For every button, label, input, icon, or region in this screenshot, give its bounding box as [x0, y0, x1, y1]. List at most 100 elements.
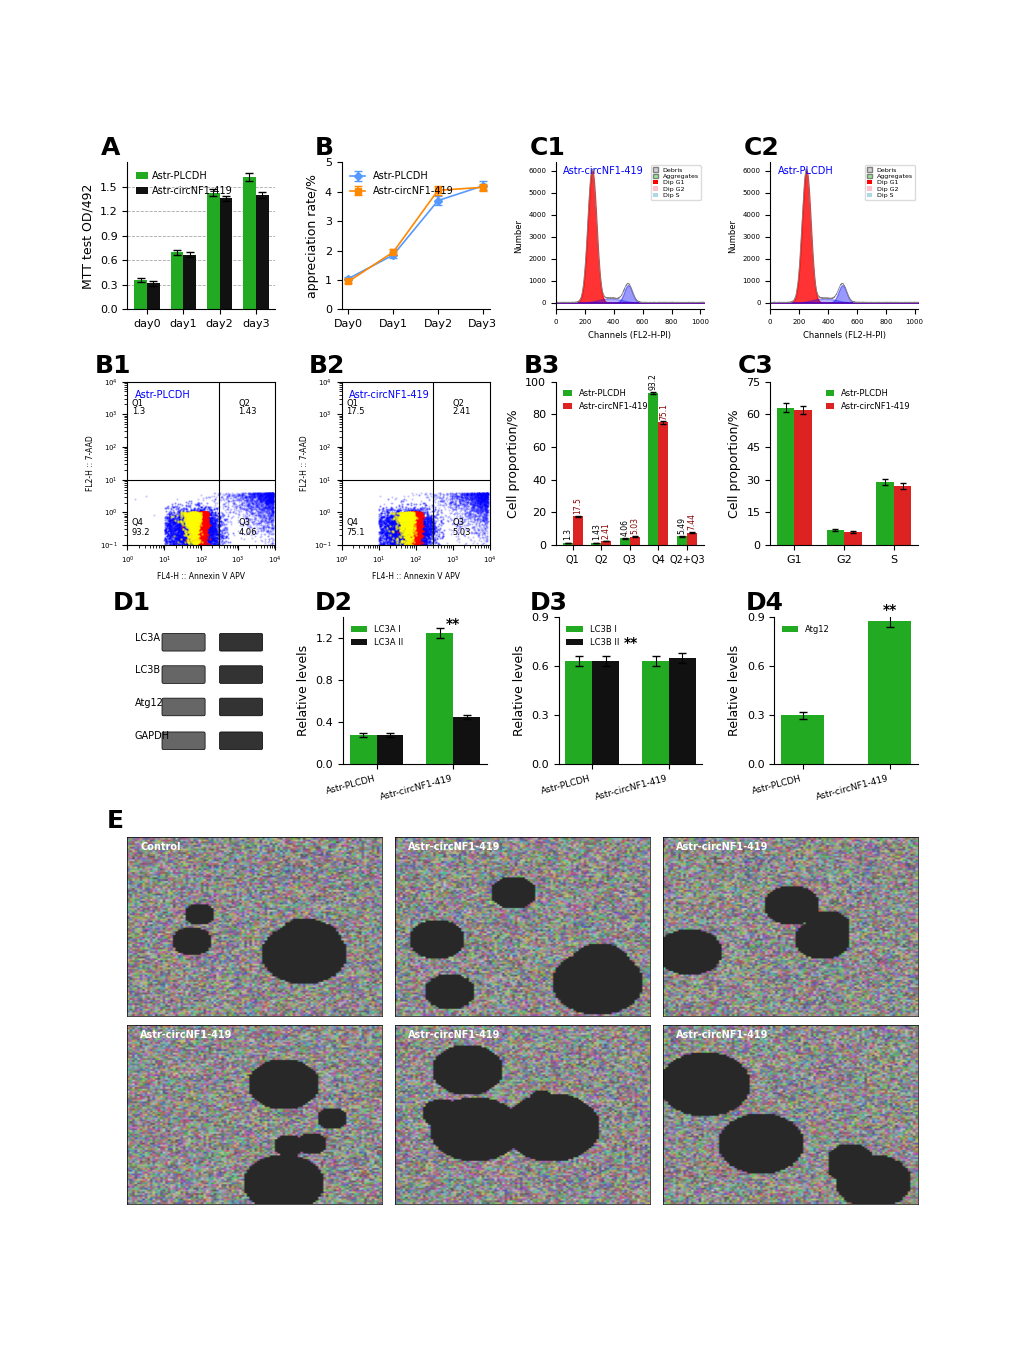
Point — [373, 524, 389, 545]
Point — [189, 502, 205, 524]
Point — [472, 499, 488, 521]
Point — [182, 518, 199, 540]
Point — [408, 514, 424, 536]
Point — [197, 509, 213, 530]
Point — [399, 509, 416, 530]
Point — [196, 507, 212, 529]
Point — [399, 524, 416, 545]
Point — [438, 486, 454, 507]
Point — [178, 509, 195, 530]
Point — [453, 482, 470, 503]
Point — [393, 509, 410, 530]
Point — [404, 529, 420, 551]
Point — [377, 503, 393, 525]
Point — [406, 520, 422, 541]
Point — [479, 495, 495, 517]
Point — [409, 541, 425, 563]
Point — [414, 511, 430, 533]
Point — [404, 510, 420, 532]
Point — [394, 509, 411, 530]
Point — [385, 533, 401, 555]
Point — [170, 545, 186, 567]
Point — [404, 526, 420, 548]
Point — [408, 518, 424, 540]
Point — [190, 530, 206, 552]
Point — [181, 518, 198, 540]
Point — [410, 505, 426, 526]
Point — [184, 524, 201, 545]
Point — [392, 510, 409, 532]
Point — [265, 497, 281, 518]
Point — [178, 525, 195, 547]
Point — [472, 487, 488, 509]
Point — [409, 514, 425, 536]
Point — [401, 533, 418, 555]
Point — [386, 553, 403, 575]
Point — [254, 487, 270, 509]
Point — [410, 502, 426, 524]
Point — [229, 490, 246, 511]
Point — [407, 528, 423, 549]
Point — [193, 515, 209, 537]
Point — [381, 499, 397, 521]
Point — [476, 526, 492, 548]
Point — [479, 501, 495, 522]
Point — [414, 526, 430, 548]
Point — [478, 483, 494, 505]
Point — [423, 505, 439, 526]
Point — [476, 507, 492, 529]
Point — [425, 518, 441, 540]
Point — [461, 518, 477, 540]
Point — [175, 538, 192, 560]
Point — [190, 533, 206, 555]
Point — [403, 517, 419, 538]
Point — [193, 503, 209, 525]
Point — [420, 528, 436, 549]
Point — [385, 538, 401, 560]
Point — [185, 510, 202, 532]
Text: Astr-circNF1-419: Astr-circNF1-419 — [141, 1030, 232, 1040]
Point — [400, 506, 417, 528]
Point — [379, 511, 395, 533]
Point — [407, 513, 423, 534]
Point — [384, 522, 400, 544]
Point — [205, 514, 221, 536]
Point — [264, 497, 280, 518]
Point — [414, 525, 430, 547]
Point — [189, 537, 205, 559]
Point — [391, 520, 408, 541]
Point — [428, 506, 444, 528]
Point — [404, 548, 420, 570]
Point — [183, 522, 200, 544]
Point — [434, 513, 450, 534]
Point — [176, 526, 193, 548]
Point — [409, 517, 425, 538]
Point — [417, 537, 433, 559]
Point — [249, 495, 265, 517]
Point — [398, 503, 415, 525]
Point — [192, 517, 208, 538]
Point — [406, 564, 422, 586]
Point — [423, 517, 439, 538]
Point — [243, 509, 259, 530]
Point — [184, 502, 201, 524]
Point — [258, 486, 274, 507]
Point — [405, 545, 421, 567]
Point — [257, 510, 273, 532]
Point — [198, 506, 214, 528]
Point — [473, 520, 489, 541]
Point — [397, 566, 414, 587]
Point — [183, 510, 200, 532]
Point — [395, 525, 412, 547]
Point — [419, 545, 435, 567]
Point — [175, 537, 192, 559]
Point — [187, 551, 204, 572]
Point — [251, 492, 267, 514]
Point — [405, 528, 421, 549]
Point — [395, 528, 412, 549]
Point — [380, 529, 396, 551]
Point — [258, 482, 274, 503]
Point — [407, 514, 423, 536]
Point — [385, 526, 401, 548]
Point — [414, 514, 430, 536]
